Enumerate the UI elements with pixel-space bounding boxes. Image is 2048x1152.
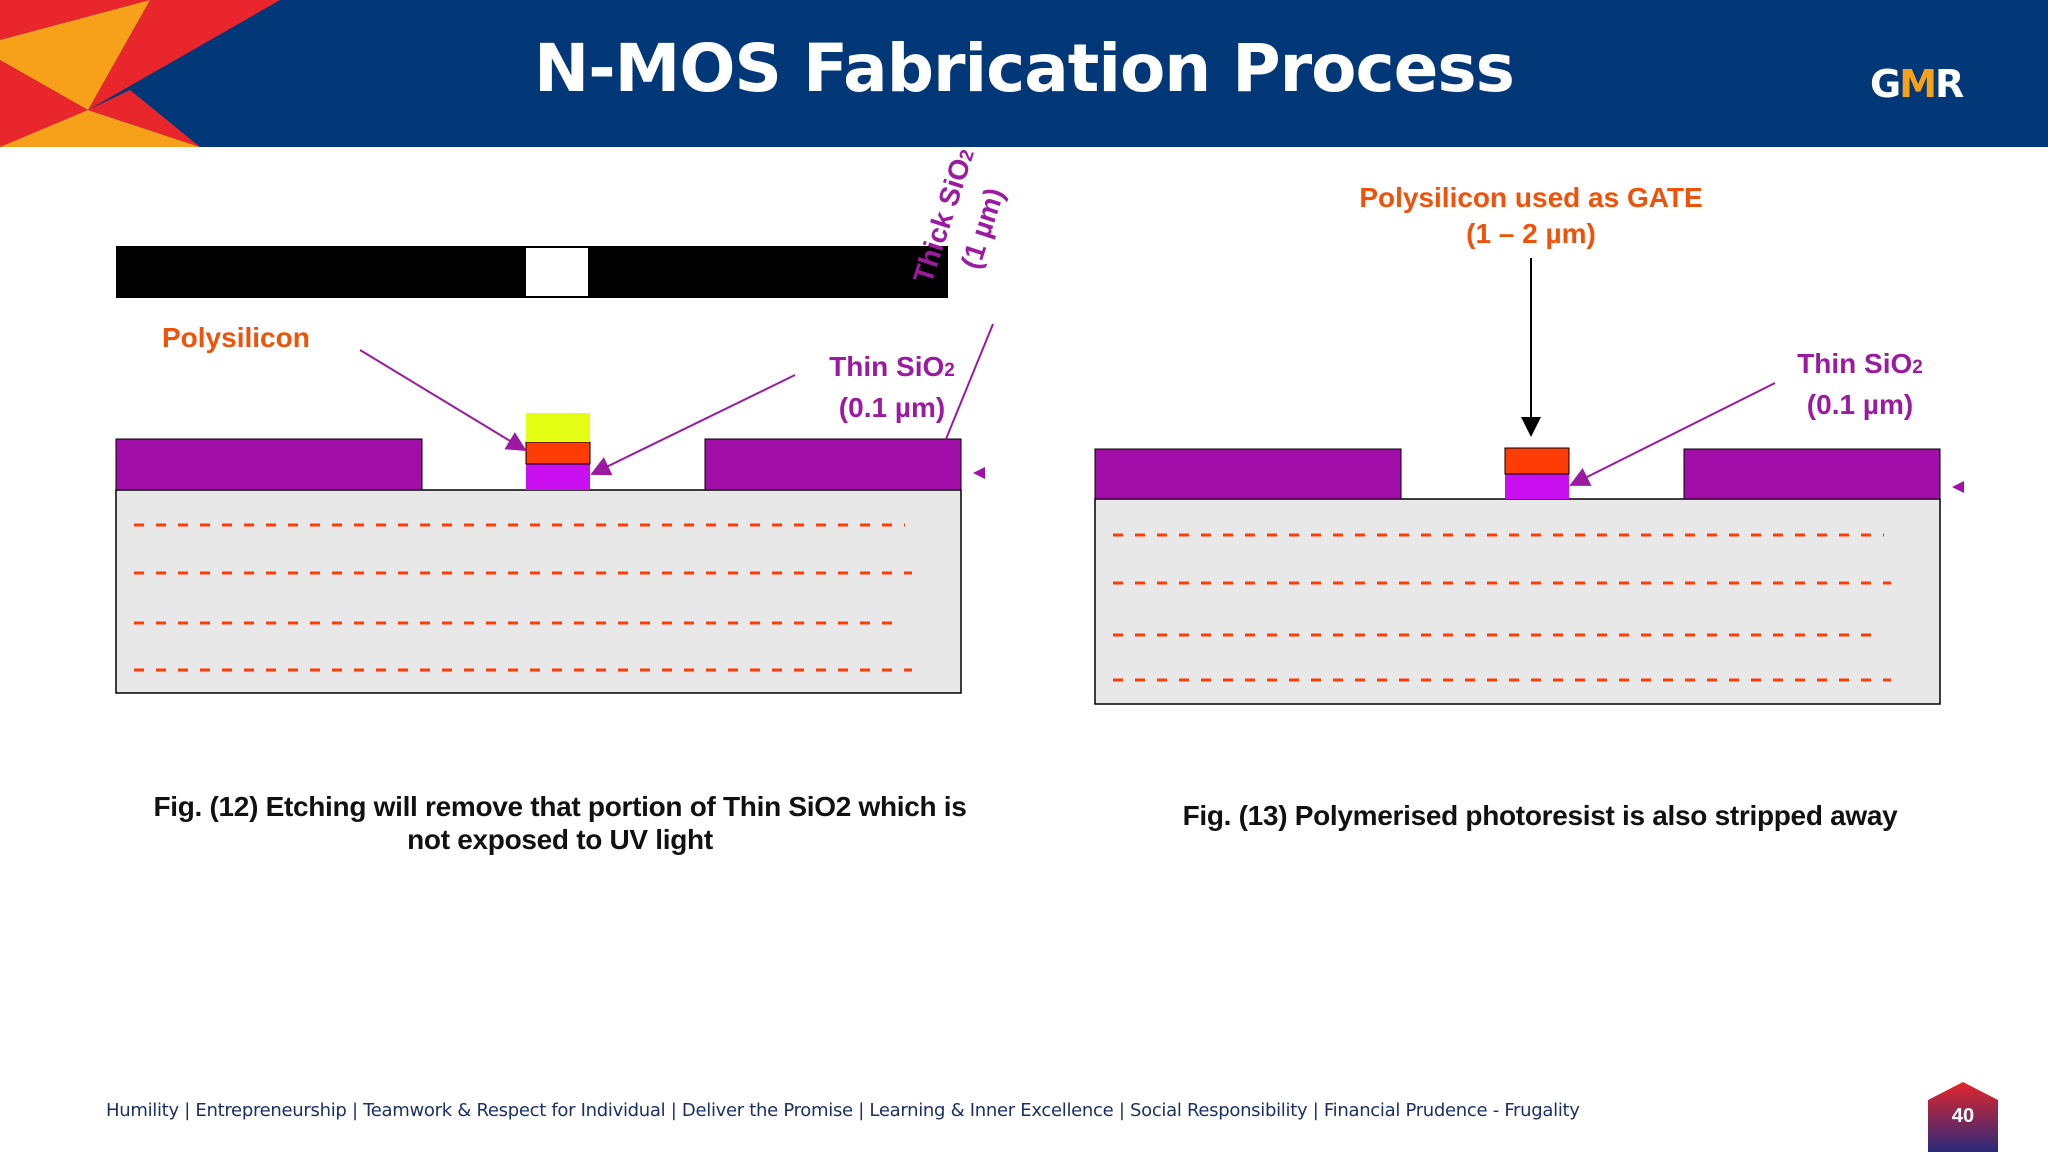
fig13-thin-sio2-value: (0.1 µm) xyxy=(1806,389,1914,420)
fig12-mask-opening xyxy=(526,248,588,296)
gmr-logo: GMR xyxy=(1870,62,1964,106)
fig13-gate-label-line2: (1 – 2 µm) xyxy=(1466,218,1596,249)
fig13-thick-oxide-right xyxy=(1683,448,1941,500)
fig12-polysilicon-label: Polysilicon xyxy=(162,322,310,353)
fig12-diagram xyxy=(115,246,994,694)
fig12-photoresist xyxy=(526,413,590,442)
fig12-thin-oxide-arrow xyxy=(590,374,796,476)
fig13-substrate xyxy=(1094,498,1941,705)
fig13-thin-oxide xyxy=(1505,474,1569,499)
logo-letter-m: M xyxy=(1899,62,1937,106)
fig12-thick-oxide-pointer xyxy=(945,323,994,440)
fig13-thin-sio2-label: Thin SiO2 (0.1 µm) xyxy=(1790,345,1930,423)
fig13-thick-oxide-left xyxy=(1094,448,1402,500)
fig13-dopant-dashes xyxy=(1113,533,1891,682)
fig13-caption: Fig. (13) Polymerised photoresist is als… xyxy=(1182,800,1898,831)
fig12-caption-line2: not exposed to UV light xyxy=(407,824,713,855)
corner-decoration xyxy=(0,0,280,147)
fig12-side-marker xyxy=(973,467,985,479)
fig13-side-marker xyxy=(1952,481,1964,493)
fig12-thin-sio2-label: Thin SiO2 (0.1 µm) xyxy=(822,348,962,426)
fig12-polysilicon-arrow xyxy=(359,349,527,452)
fig12-polysilicon xyxy=(525,441,591,465)
logo-letter-r: R xyxy=(1935,62,1964,106)
logo-letter-g: G xyxy=(1870,62,1901,106)
fig12-caption: Fig. (12) Etching will remove that porti… xyxy=(80,790,1040,856)
fabrication-diagrams xyxy=(115,246,1964,705)
fig13-thin-sio2-subscript: 2 xyxy=(1912,357,1923,378)
fig12-thin-sio2-value: (0.1 µm) xyxy=(838,392,946,423)
fig12-caption-line1: Fig. (12) Etching will remove that porti… xyxy=(153,791,967,822)
fig13-gate-label: Polysilicon used as GATE (1 – 2 µm) xyxy=(1331,180,1731,252)
fig13-thin-sio2-text: Thin SiO xyxy=(1797,348,1913,379)
header-bar: N-MOS Fabrication Process GMR xyxy=(0,0,2048,147)
page-number: 40 xyxy=(1951,1105,1975,1127)
fig13-polysilicon-gate xyxy=(1504,447,1570,475)
page-number-badge xyxy=(1928,1082,1998,1152)
fig13-gate-label-line1: Polysilicon used as GATE xyxy=(1359,182,1703,213)
fig12-substrate xyxy=(115,489,962,694)
fig12-thin-sio2-text: Thin SiO xyxy=(829,351,945,382)
fig12-thin-sio2-subscript: 2 xyxy=(944,360,955,381)
fig13-diagram xyxy=(1094,258,1964,705)
fig13-thin-oxide-arrow xyxy=(1569,382,1776,486)
fig12-thin-oxide xyxy=(526,464,590,490)
fig12-thick-oxide-right xyxy=(704,438,962,491)
fig12-dopant-dashes xyxy=(134,523,912,672)
slide-title: N-MOS Fabrication Process xyxy=(534,30,1515,107)
footer-values: Humility | Entrepreneurship | Teamwork &… xyxy=(106,1100,1580,1121)
fig12-thick-oxide-left xyxy=(115,438,423,491)
